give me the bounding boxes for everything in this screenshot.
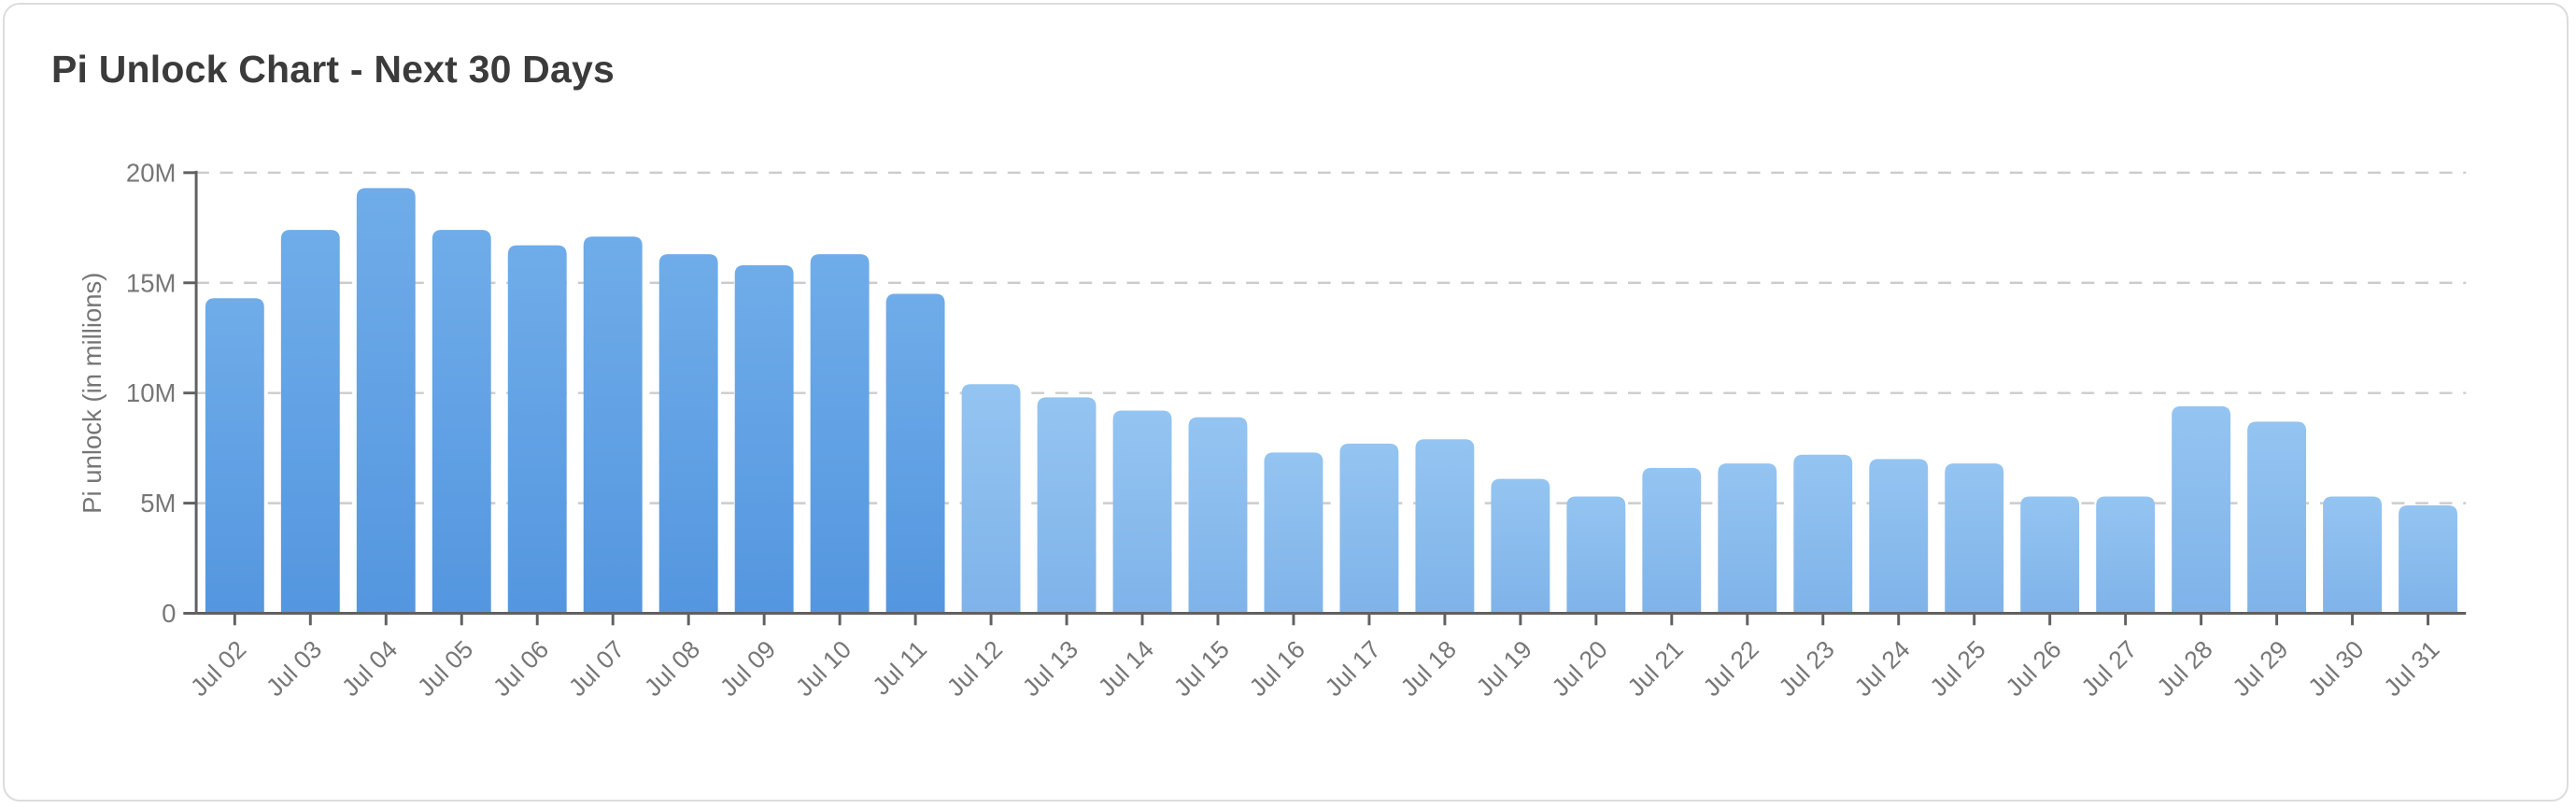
bar-jul-11[interactable] bbox=[885, 293, 945, 614]
x-tick-label: Jul 02 bbox=[185, 635, 251, 702]
bar-jul-28[interactable] bbox=[2172, 405, 2231, 614]
bar-jul-31[interactable] bbox=[2399, 504, 2457, 614]
x-tick-label: Jul 23 bbox=[1774, 635, 1840, 702]
bar-jul-09[interactable] bbox=[734, 264, 794, 614]
x-tick-label: Jul 09 bbox=[715, 635, 781, 702]
x-tick-label: Jul 15 bbox=[1168, 635, 1235, 702]
y-tick-label: 0 bbox=[162, 599, 176, 628]
x-tick-label: Jul 11 bbox=[867, 635, 932, 701]
bar-jul-16[interactable] bbox=[1264, 452, 1323, 614]
bar-jul-14[interactable] bbox=[1112, 410, 1172, 614]
bar-jul-08[interactable] bbox=[658, 254, 718, 614]
bar-jul-12[interactable] bbox=[961, 384, 1021, 614]
x-tick-label: Jul 07 bbox=[563, 635, 630, 702]
bar-jul-13[interactable] bbox=[1037, 397, 1097, 614]
bar-jul-29[interactable] bbox=[2247, 421, 2307, 614]
x-tick-label: Jul 13 bbox=[1017, 635, 1083, 702]
chart-title: Pi Unlock Chart - Next 30 Days bbox=[51, 48, 615, 91]
x-tick-label: Jul 17 bbox=[1320, 635, 1386, 702]
bar-jul-30[interactable] bbox=[2323, 496, 2383, 614]
x-tick-label: Jul 06 bbox=[488, 635, 554, 702]
x-tick-label: Jul 26 bbox=[2000, 635, 2066, 702]
x-tick-label: Jul 12 bbox=[941, 635, 1008, 702]
bar-jul-18[interactable] bbox=[1415, 439, 1475, 614]
x-tick-label: Jul 18 bbox=[1395, 635, 1462, 702]
x-tick-label: Jul 27 bbox=[2075, 635, 2142, 702]
bar-jul-15[interactable] bbox=[1188, 417, 1248, 614]
x-tick-label: Jul 03 bbox=[261, 635, 327, 702]
bar-jul-27[interactable] bbox=[2096, 496, 2156, 614]
y-axis-label: Pi unlock (in millions) bbox=[78, 273, 106, 514]
x-tick-label: Jul 16 bbox=[1244, 635, 1310, 702]
bar-jul-20[interactable] bbox=[1566, 496, 1626, 614]
y-tick-label: 20M bbox=[126, 158, 176, 187]
x-tick-label: Jul 31 bbox=[2378, 635, 2444, 702]
bar-jul-03[interactable] bbox=[280, 230, 340, 614]
x-tick-label: Jul 14 bbox=[1093, 635, 1159, 702]
bar-jul-07[interactable] bbox=[583, 236, 643, 614]
bar-jul-10[interactable] bbox=[810, 254, 870, 614]
x-tick-label: Jul 10 bbox=[790, 635, 856, 702]
x-tick-label: Jul 08 bbox=[639, 635, 705, 702]
bar-jul-24[interactable] bbox=[1869, 459, 1929, 614]
y-tick-label: 15M bbox=[126, 268, 176, 297]
bar-jul-23[interactable] bbox=[1793, 454, 1853, 614]
grid-layer bbox=[196, 171, 2467, 504]
chart-card: Pi Unlock Chart - Next 30 Days 0 5M 10M 15M… bbox=[3, 3, 2569, 802]
x-tick-label: Jul 19 bbox=[1471, 635, 1537, 702]
x-tick-label: Jul 30 bbox=[2302, 635, 2369, 702]
bar-jul-19[interactable] bbox=[1491, 478, 1550, 614]
bar-jul-17[interactable] bbox=[1339, 443, 1399, 614]
y-tick-label: 5M bbox=[140, 489, 176, 518]
x-tick-label: Jul 20 bbox=[1547, 635, 1613, 702]
x-tick-label: Jul 22 bbox=[1698, 635, 1764, 702]
x-tick-label: Jul 21 bbox=[1622, 635, 1689, 702]
bar-jul-25[interactable] bbox=[1945, 463, 2004, 614]
x-tick-label: Jul 25 bbox=[1924, 635, 1990, 702]
x-tick-label: Jul 29 bbox=[2227, 635, 2293, 702]
bar-jul-21[interactable] bbox=[1642, 467, 1702, 614]
bar-jul-05[interactable] bbox=[432, 230, 491, 614]
bar-jul-22[interactable] bbox=[1718, 463, 1777, 614]
y-tick-label: 10M bbox=[126, 378, 176, 407]
bar-jul-04[interactable] bbox=[356, 188, 416, 614]
x-tick-label: Jul 24 bbox=[1848, 635, 1915, 702]
x-tick-label: Jul 05 bbox=[412, 635, 478, 702]
bar-jul-02[interactable] bbox=[205, 298, 264, 614]
bars-layer bbox=[205, 188, 2457, 614]
x-tick-label: Jul 04 bbox=[336, 635, 403, 702]
bar-jul-06[interactable] bbox=[507, 245, 567, 614]
x-tick-label: Jul 28 bbox=[2151, 635, 2217, 702]
bar-jul-26[interactable] bbox=[2020, 496, 2080, 614]
